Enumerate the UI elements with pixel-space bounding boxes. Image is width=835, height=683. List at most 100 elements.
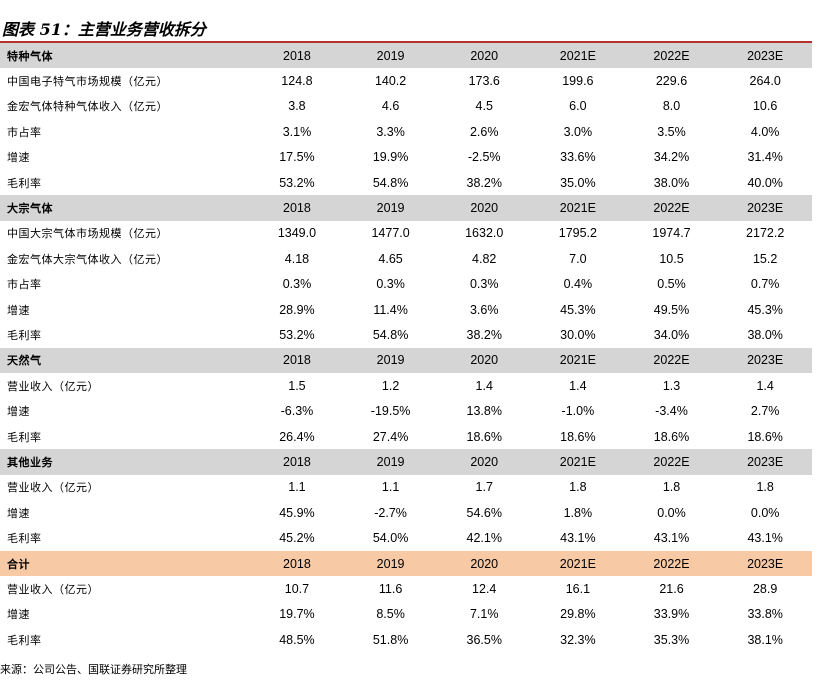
year-header-cell: 2019 bbox=[343, 195, 438, 221]
year-header-cell: 2019 bbox=[343, 449, 438, 475]
value-cell: 140.2 bbox=[374, 74, 407, 89]
value-cell: 30.0% bbox=[560, 327, 596, 342]
value-cell: 33.8% bbox=[747, 607, 783, 622]
section-header-row: 特种气体 2018 2019 2020 2021E 2022E 2023E bbox=[0, 43, 812, 69]
value-cell: 18.6% bbox=[466, 429, 502, 444]
table-row: 营业收入（亿元） 1.1 1.1 1.7 1.8 1.8 1.8 bbox=[0, 475, 812, 500]
value-cell: 173.6 bbox=[468, 74, 500, 89]
value-cell: 4.6 bbox=[381, 99, 400, 114]
value-cell: 1.4 bbox=[569, 378, 587, 393]
value-cell: 54.8% bbox=[372, 175, 409, 190]
value-cell: 54.0% bbox=[372, 531, 409, 546]
value-cell: 0.5% bbox=[657, 277, 686, 292]
value-cell: 2.7% bbox=[750, 404, 780, 419]
year-header-cell: 2020 bbox=[437, 449, 532, 475]
value-cell: 53.2% bbox=[279, 175, 315, 190]
section-title: 特种气体 bbox=[0, 43, 251, 69]
year-header-cell: 2022E bbox=[624, 43, 719, 69]
year-header-cell: 2023E bbox=[718, 550, 812, 577]
value-cell: -19.5% bbox=[370, 404, 411, 419]
value-cell: 4.65 bbox=[378, 251, 403, 266]
year-header-cell: 2018 bbox=[250, 449, 344, 475]
value-cell: 1632.0 bbox=[465, 226, 504, 241]
value-cell: 3.0% bbox=[563, 124, 593, 139]
value-cell: 38.2% bbox=[466, 327, 502, 342]
value-cell: 43.1% bbox=[560, 531, 596, 546]
row-label: 毛利率 bbox=[7, 328, 42, 342]
table-row: 增速 45.9% -2.7% 54.6% 1.8% 0.0% 0.0% bbox=[0, 500, 812, 525]
value-cell: 1.2 bbox=[381, 378, 400, 393]
source-note: 来源：公司公告、国联证券研究所整理 bbox=[0, 663, 187, 676]
value-cell: 45.2% bbox=[279, 531, 315, 546]
year-header-cell: 2018 bbox=[250, 550, 344, 577]
value-cell: 1.1 bbox=[288, 480, 306, 495]
value-cell: 199.6 bbox=[562, 74, 594, 89]
value-cell: 18.6% bbox=[560, 429, 596, 444]
row-label: 金宏气体特种气体收入（亿元） bbox=[7, 100, 168, 114]
section-title: 合计 bbox=[0, 550, 251, 577]
value-cell: 45.3% bbox=[560, 302, 596, 317]
year-header-cell: 2018 bbox=[250, 195, 344, 221]
value-cell: 0.3% bbox=[469, 277, 499, 292]
value-cell: 4.5 bbox=[475, 99, 493, 114]
value-cell: 33.6% bbox=[560, 150, 596, 165]
year-header-cell: 2023E bbox=[718, 449, 812, 475]
year-header-cell: 2023E bbox=[718, 195, 812, 221]
year-header-cell: 2021E bbox=[531, 347, 625, 374]
year-header-cell: 2020 bbox=[437, 550, 532, 577]
year-header-cell: 2018 bbox=[250, 347, 344, 374]
table-row: 毛利率 26.4% 27.4% 18.6% 18.6% 18.6% 18.6% bbox=[0, 424, 812, 449]
row-label: 中国大宗气体市场规模（亿元） bbox=[7, 227, 168, 241]
value-cell: 1.8% bbox=[563, 505, 593, 520]
value-cell: 7.0 bbox=[569, 251, 587, 266]
table-row: 金宏气体特种气体收入（亿元） 3.8 4.6 4.5 6.0 8.0 10.6 bbox=[0, 94, 812, 119]
value-cell: 18.6% bbox=[653, 429, 690, 444]
value-cell: 0.4% bbox=[563, 277, 593, 292]
value-cell: 19.9% bbox=[372, 150, 409, 165]
value-cell: 11.6 bbox=[378, 581, 403, 596]
value-cell: 38.0% bbox=[653, 175, 690, 190]
section-header-row: 天然气 2018 2019 2020 2021E 2022E 2023E bbox=[0, 347, 812, 374]
row-label: 营业收入（亿元） bbox=[7, 481, 99, 495]
value-cell: 1.3 bbox=[662, 378, 681, 393]
value-cell: 42.1% bbox=[466, 531, 502, 546]
year-header-cell: 2022E bbox=[624, 347, 719, 374]
table-row: 营业收入（亿元） 1.5 1.2 1.4 1.4 1.3 1.4 bbox=[0, 373, 812, 398]
year-header-cell: 2021E bbox=[531, 195, 625, 221]
row-label: 毛利率 bbox=[7, 532, 42, 546]
table-row: 毛利率 53.2% 54.8% 38.2% 30.0% 34.0% 38.0% bbox=[0, 322, 812, 347]
value-cell: 19.7% bbox=[279, 607, 315, 622]
page-title: 图表 51：主营业务营收拆分 bbox=[2, 20, 206, 39]
section-title: 大宗气体 bbox=[0, 195, 251, 221]
value-cell: 1.8 bbox=[569, 480, 587, 495]
value-cell: 4.0% bbox=[750, 124, 780, 139]
table-row: 中国电子特气市场规模（亿元） 124.8 140.2 173.6 199.6 229.6 2… bbox=[0, 68, 812, 93]
row-label: 营业收入（亿元） bbox=[7, 582, 99, 596]
year-header-cell: 2021E bbox=[531, 550, 625, 577]
value-cell: 38.1% bbox=[747, 632, 783, 647]
value-cell: 17.5% bbox=[279, 150, 315, 165]
year-header-cell: 2022E bbox=[624, 449, 719, 475]
table-row: 市占率 0.3% 0.3% 0.3% 0.4% 0.5% 0.7% bbox=[0, 272, 812, 297]
value-cell: 51.8% bbox=[372, 632, 409, 647]
value-cell: 1.1 bbox=[381, 480, 400, 495]
row-label: 增速 bbox=[7, 303, 30, 317]
value-cell: -2.7% bbox=[374, 505, 407, 520]
table-row: 市占率 3.1% 3.3% 2.6% 3.0% 3.5% 4.0% bbox=[0, 119, 812, 144]
value-cell: 2172.2 bbox=[746, 226, 785, 241]
value-cell: 1.5 bbox=[288, 378, 306, 393]
table-row: 营业收入（亿元） 10.7 11.6 12.4 16.1 21.6 28.9 bbox=[0, 576, 812, 601]
value-cell: 18.6% bbox=[747, 429, 783, 444]
row-label: 毛利率 bbox=[7, 176, 42, 190]
row-label: 增速 bbox=[7, 405, 30, 419]
year-header-cell: 2019 bbox=[343, 347, 438, 374]
value-cell: 35.0% bbox=[560, 175, 596, 190]
value-cell: 29.8% bbox=[560, 607, 596, 622]
value-cell: 1.7 bbox=[475, 480, 493, 495]
value-cell: 7.1% bbox=[469, 607, 499, 622]
value-cell: -1.0% bbox=[561, 404, 595, 419]
year-header-cell: 2018 bbox=[250, 43, 344, 69]
value-cell: 0.0% bbox=[657, 505, 686, 520]
value-cell: 8.5% bbox=[376, 607, 405, 622]
value-cell: 12.4 bbox=[472, 581, 497, 596]
